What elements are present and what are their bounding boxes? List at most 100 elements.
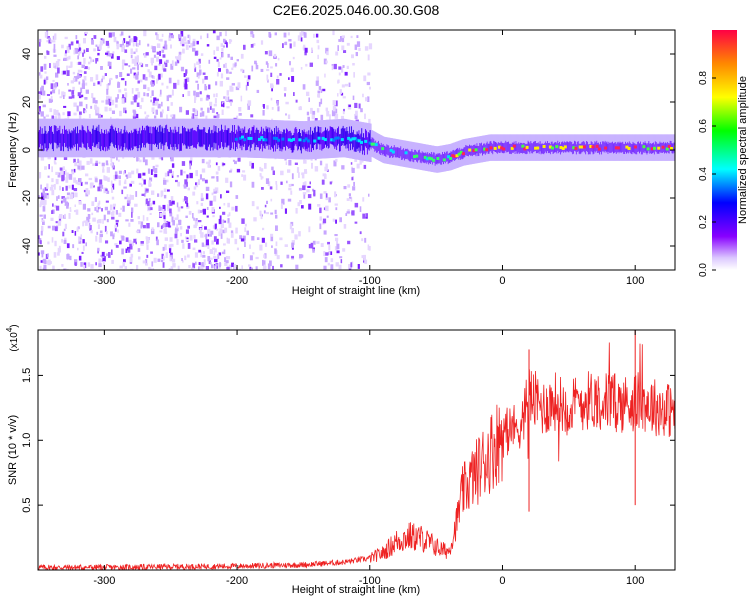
noise-cell bbox=[214, 223, 217, 230]
noise-cell bbox=[305, 63, 308, 67]
noise-cell bbox=[130, 38, 133, 43]
noise-cell bbox=[192, 263, 196, 269]
noise-cell bbox=[171, 258, 176, 263]
noise-cell bbox=[346, 42, 350, 46]
noise-cell bbox=[106, 84, 109, 90]
noise-cell bbox=[45, 253, 49, 259]
colorbar: 0.00.20.40.60.8 Normalized spectral ampl… bbox=[698, 30, 749, 277]
noise-cell bbox=[80, 87, 83, 94]
noise-cell bbox=[317, 90, 320, 94]
noise-cell bbox=[206, 33, 209, 39]
noise-cell bbox=[186, 77, 190, 82]
noise-cell bbox=[351, 177, 354, 181]
noise-cell bbox=[115, 174, 118, 179]
noise-cell bbox=[163, 215, 166, 220]
noise-cell bbox=[337, 93, 339, 97]
noise-cell bbox=[242, 69, 245, 73]
noise-cell bbox=[105, 99, 109, 105]
noise-cell bbox=[346, 198, 350, 201]
noise-cell bbox=[182, 198, 185, 202]
noise-cell bbox=[156, 239, 159, 246]
noise-cell bbox=[63, 95, 65, 99]
noise-cell bbox=[137, 91, 141, 98]
noise-cell bbox=[174, 61, 178, 66]
noise-cell bbox=[93, 48, 96, 52]
noise-cell bbox=[95, 74, 99, 81]
noise-cell bbox=[57, 59, 61, 62]
noise-cell bbox=[240, 238, 245, 242]
noise-cell bbox=[140, 241, 144, 244]
noise-cell bbox=[51, 89, 56, 94]
noise-cell bbox=[40, 155, 45, 161]
noise-cell bbox=[325, 197, 329, 201]
noise-cell bbox=[130, 195, 134, 200]
ridge-peak bbox=[589, 145, 593, 148]
noise-cell bbox=[209, 257, 213, 260]
noise-cell bbox=[168, 94, 172, 98]
noise-cell bbox=[161, 101, 163, 107]
noise-cell bbox=[66, 172, 69, 179]
noise-cell bbox=[75, 35, 78, 40]
noise-cell bbox=[80, 181, 83, 186]
noise-cell bbox=[343, 224, 347, 229]
noise-cell bbox=[67, 83, 69, 86]
noise-cell bbox=[218, 231, 221, 237]
noise-cell bbox=[109, 96, 112, 101]
noise-cell bbox=[118, 159, 120, 162]
noise-cell bbox=[263, 260, 266, 266]
ridge-peak bbox=[563, 145, 567, 149]
noise-cell bbox=[202, 255, 206, 258]
snr-marks bbox=[38, 330, 675, 570]
noise-cell bbox=[231, 83, 235, 86]
noise-cell bbox=[367, 54, 370, 61]
noise-cell bbox=[71, 94, 75, 99]
noise-cell bbox=[65, 50, 67, 54]
noise-cell bbox=[274, 248, 277, 254]
ridge-peak bbox=[633, 145, 637, 149]
noise-cell bbox=[101, 162, 105, 167]
noise-cell bbox=[88, 177, 93, 181]
noise-cell bbox=[283, 32, 287, 38]
noise-cell bbox=[189, 172, 193, 179]
noise-cell bbox=[69, 193, 74, 200]
noise-cell bbox=[288, 159, 292, 166]
noise-cell bbox=[119, 72, 123, 77]
noise-cell bbox=[74, 204, 76, 207]
noise-cell bbox=[152, 165, 155, 172]
noise-cell bbox=[332, 100, 336, 106]
noise-cell bbox=[156, 43, 161, 48]
noise-cell bbox=[92, 97, 96, 104]
noise-cell bbox=[144, 76, 148, 81]
noise-cell bbox=[304, 51, 307, 56]
noise-cell bbox=[131, 58, 135, 64]
noise-cell bbox=[47, 259, 51, 266]
noise-cell bbox=[259, 166, 262, 171]
noise-cell bbox=[104, 106, 108, 112]
noise-cell bbox=[277, 106, 280, 112]
noise-cell bbox=[52, 40, 56, 43]
noise-cell bbox=[301, 31, 304, 36]
ridge-peak bbox=[457, 152, 461, 156]
noise-cell bbox=[212, 247, 216, 251]
noise-cell bbox=[196, 40, 199, 45]
noise-cell bbox=[316, 39, 320, 44]
ridge-peak bbox=[313, 139, 317, 143]
noise-cell bbox=[327, 241, 330, 245]
noise-cell bbox=[156, 98, 159, 102]
ridge-peak bbox=[582, 145, 586, 149]
noise-cell bbox=[213, 190, 217, 194]
noise-cell bbox=[126, 41, 130, 46]
noise-cell bbox=[124, 49, 128, 53]
noise-cell bbox=[300, 67, 303, 70]
noise-cell bbox=[297, 35, 300, 41]
noise-cell bbox=[337, 80, 339, 84]
noise-cell bbox=[169, 208, 172, 214]
noise-cell bbox=[74, 210, 77, 213]
noise-cell bbox=[318, 86, 322, 90]
noise-cell bbox=[107, 210, 111, 215]
noise-cell bbox=[61, 264, 64, 267]
noise-cell bbox=[145, 198, 148, 205]
noise-cell bbox=[144, 190, 147, 194]
noise-cell bbox=[168, 77, 172, 84]
